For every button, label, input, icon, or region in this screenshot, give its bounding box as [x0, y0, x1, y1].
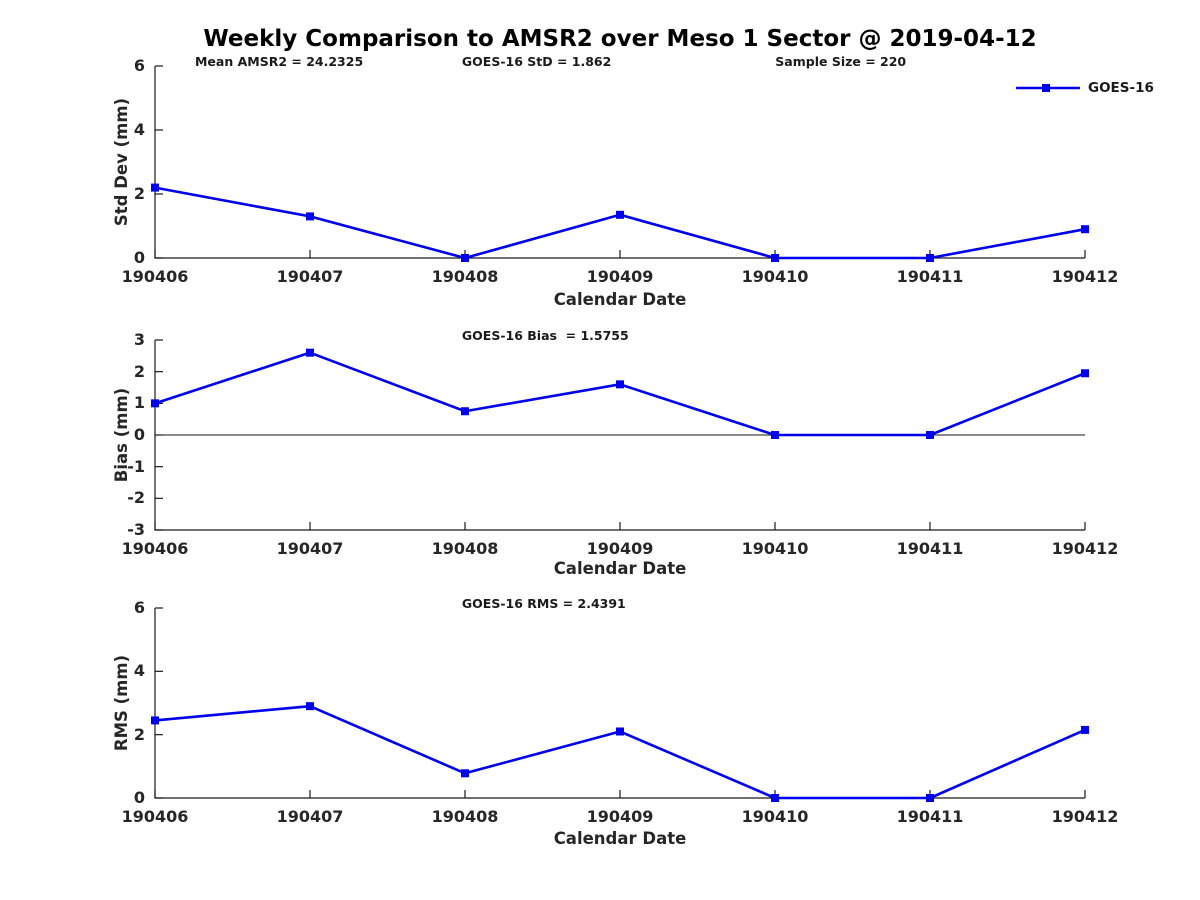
y-tick-label: -2: [127, 488, 145, 508]
x-tick-label: 190408: [431, 539, 499, 558]
data-point-marker: [771, 254, 779, 262]
data-point-marker: [306, 348, 314, 357]
data-point-marker: [771, 794, 779, 802]
x-tick-label: 190410: [741, 807, 809, 826]
x-tick-label: 190409: [586, 807, 654, 826]
x-tick-label: 190412: [1051, 807, 1119, 826]
x-tick-label: 190410: [741, 267, 809, 286]
annotation-text: GOES-16 Bias = 1.5755: [461, 328, 629, 343]
x-axis-label-1: Calendar Date: [553, 290, 687, 309]
data-point-marker: [926, 254, 934, 262]
x-tick-label: 190412: [1051, 539, 1119, 558]
y-tick-label: 0: [133, 788, 145, 807]
y-tick-label: 6: [133, 56, 145, 75]
data-point-marker: [461, 254, 469, 262]
x-tick-label: 190411: [896, 267, 964, 286]
data-line: [154, 351, 1086, 437]
x-tick-label: 190407: [276, 807, 344, 826]
y-tick-label: 2: [133, 184, 145, 203]
data-point-marker: [1081, 725, 1089, 734]
legend-label: GOES-16: [1088, 80, 1154, 96]
annotation-text: GOES-16 StD = 1.862: [461, 54, 612, 69]
x-tick-label: 190409: [586, 539, 654, 558]
x-tick-label: 190408: [431, 807, 499, 826]
axis-spines: [154, 608, 1085, 799]
y-axis-label-rms: RMS (mm): [112, 654, 131, 752]
data-point-marker: [461, 407, 469, 416]
x-tick-label: 190406: [121, 807, 189, 826]
y-tick-label: 2: [133, 724, 145, 744]
x-axis-label-2: Calendar Date: [553, 559, 687, 578]
x-tick-label: 190412: [1051, 267, 1119, 286]
x-tick-label: 190411: [896, 807, 964, 826]
data-point-marker: [1081, 369, 1089, 378]
x-tick-label: 190408: [431, 267, 499, 286]
data-line: [154, 704, 1086, 800]
x-tick-label: 190407: [276, 539, 344, 558]
data-point-marker: [926, 794, 934, 802]
y-tick-label: -3: [127, 520, 145, 539]
data-point-marker: [616, 210, 624, 219]
annotation-text: Mean AMSR2 = 24.2325: [194, 54, 364, 69]
x-tick-label: 190406: [121, 267, 189, 286]
legend: GOES-16: [1015, 80, 1154, 96]
y-tick-label: -1: [127, 456, 145, 476]
x-tick-label: 190409: [586, 267, 654, 286]
y-tick-label: 4: [133, 661, 145, 681]
y-tick-label: 6: [133, 598, 145, 617]
data-point-marker: [306, 212, 314, 221]
data-point-marker: [151, 716, 159, 725]
data-point-marker: [616, 727, 624, 736]
x-tick-label: 190407: [276, 267, 344, 286]
y-tick-label: 2: [133, 361, 145, 381]
data-point-marker: [616, 380, 624, 389]
y-tick-label: 4: [133, 120, 145, 139]
y-tick-label: 0: [133, 248, 145, 267]
y-tick-label: 0: [133, 425, 145, 444]
y-tick-label: 3: [133, 330, 145, 349]
y-tick-label: 1: [133, 393, 145, 413]
data-point-marker: [1081, 225, 1089, 234]
x-tick-label: 190410: [741, 539, 809, 558]
x-tick-label: 190406: [121, 539, 189, 558]
annotation-text: Sample Size = 220: [775, 54, 907, 69]
y-axis-label-stddev: Std Dev (mm): [112, 97, 131, 227]
data-point-marker: [771, 431, 779, 439]
data-point-marker: [151, 399, 159, 408]
axis-spines: [154, 66, 1085, 259]
figure-title: Weekly Comparison to AMSR2 over Meso 1 S…: [203, 26, 1037, 52]
x-axis-label-3: Calendar Date: [553, 829, 687, 848]
data-line: [154, 186, 1086, 260]
legend-line-icon: [1016, 84, 1080, 92]
x-tick-label: 190411: [896, 539, 964, 558]
data-point-marker: [306, 702, 314, 711]
data-point-marker: [151, 183, 159, 192]
data-point-marker: [461, 769, 469, 778]
annotation-text: GOES-16 RMS = 2.4391: [461, 596, 626, 611]
data-point-marker: [926, 431, 934, 439]
